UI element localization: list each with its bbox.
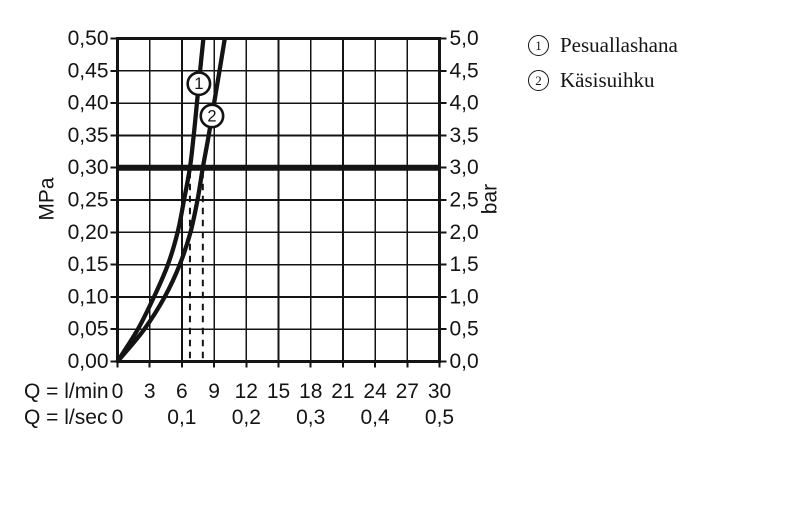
x-primary-tick-label: 12 bbox=[235, 380, 258, 403]
x-secondary-axis-label: Q = l/sec bbox=[24, 406, 107, 429]
x-secondary-tick-label: 0 bbox=[112, 406, 124, 429]
x-primary-axis-label: Q = l/min bbox=[24, 380, 109, 403]
plot-border bbox=[116, 37, 441, 363]
circled-number-2-icon: 2 bbox=[528, 69, 549, 91]
y-left-tick-label: 0,25 bbox=[68, 189, 109, 212]
y-left-tick-label: 0,00 bbox=[68, 350, 109, 373]
curve-2 bbox=[115, 38, 227, 363]
y-right-tick-label: 5,0 bbox=[450, 27, 479, 50]
y-right-tick-label: 2,5 bbox=[450, 189, 479, 212]
y-left-tick-label: 0,20 bbox=[68, 221, 109, 244]
y-left-tick-label: 0,50 bbox=[68, 27, 109, 50]
x-primary-tick-label: 21 bbox=[331, 380, 354, 403]
x-secondary-tick-label: 0,3 bbox=[296, 406, 325, 429]
legend-item-1: 1 Pesuallashana bbox=[528, 32, 678, 57]
x-secondary-tick-label: 0,4 bbox=[360, 406, 390, 429]
curve-marker-number-1: 1 bbox=[194, 75, 203, 93]
x-primary-tick-label: 18 bbox=[299, 380, 322, 403]
grid bbox=[110, 37, 447, 368]
circled-number-1-icon: 1 bbox=[528, 34, 549, 56]
x-primary-tick-label: 3 bbox=[144, 380, 156, 403]
y-right-tick-label: 2,0 bbox=[450, 221, 479, 244]
legend-number-1: 1 bbox=[535, 37, 542, 53]
legend-label-2: Käsisuihku bbox=[560, 67, 655, 92]
legend: 1 Pesuallashana 2 Käsisuihku bbox=[528, 32, 678, 104]
x-primary-tick-label: 9 bbox=[208, 380, 220, 403]
y-right-tick-label: 4,5 bbox=[450, 59, 479, 82]
y-right-tick-label: 1,5 bbox=[450, 253, 479, 276]
y-left-tick-label: 0,10 bbox=[68, 285, 109, 308]
y-right-tick-label: 3,0 bbox=[450, 156, 479, 179]
y-left-tick-label: 0,05 bbox=[68, 318, 109, 341]
y-right-tick-label: 4,0 bbox=[450, 92, 479, 115]
y-right-axis-label: bar bbox=[479, 184, 502, 214]
x-primary-tick-label: 30 bbox=[428, 380, 451, 403]
x-primary-tick-label: 27 bbox=[396, 380, 419, 403]
legend-label-1: Pesuallashana bbox=[560, 32, 678, 57]
legend-item-2: 2 Käsisuihku bbox=[528, 67, 678, 92]
curve-marker-circle-2 bbox=[199, 103, 225, 129]
x-primary-tick-label: 24 bbox=[363, 380, 387, 403]
y-left-tick-label: 0,45 bbox=[68, 59, 109, 82]
legend-number-2: 2 bbox=[535, 72, 542, 88]
x-primary-tick-label: 0 bbox=[112, 380, 124, 403]
y-left-tick-label: 0,35 bbox=[68, 124, 109, 147]
y-right-tick-label: 3,5 bbox=[450, 124, 479, 147]
x-secondary-tick-label: 0,1 bbox=[167, 406, 196, 429]
y-left-axis-label: MPa bbox=[36, 177, 59, 221]
y-right-tick-label: 0,5 bbox=[450, 318, 479, 341]
curve-marker-number-2: 2 bbox=[207, 108, 216, 126]
x-primary-tick-label: 15 bbox=[267, 380, 290, 403]
x-primary-tick-label: 6 bbox=[176, 380, 188, 403]
y-left-tick-label: 0,15 bbox=[68, 253, 109, 276]
x-secondary-tick-label: 0,5 bbox=[425, 406, 454, 429]
y-right-tick-label: 1,0 bbox=[450, 285, 479, 308]
y-right-tick-label: 0,0 bbox=[450, 350, 479, 373]
y-left-tick-label: 0,40 bbox=[68, 92, 109, 115]
x-secondary-tick-label: 0,2 bbox=[232, 406, 261, 429]
curve-marker-circle-1 bbox=[186, 71, 212, 97]
y-left-tick-label: 0,30 bbox=[68, 156, 109, 179]
